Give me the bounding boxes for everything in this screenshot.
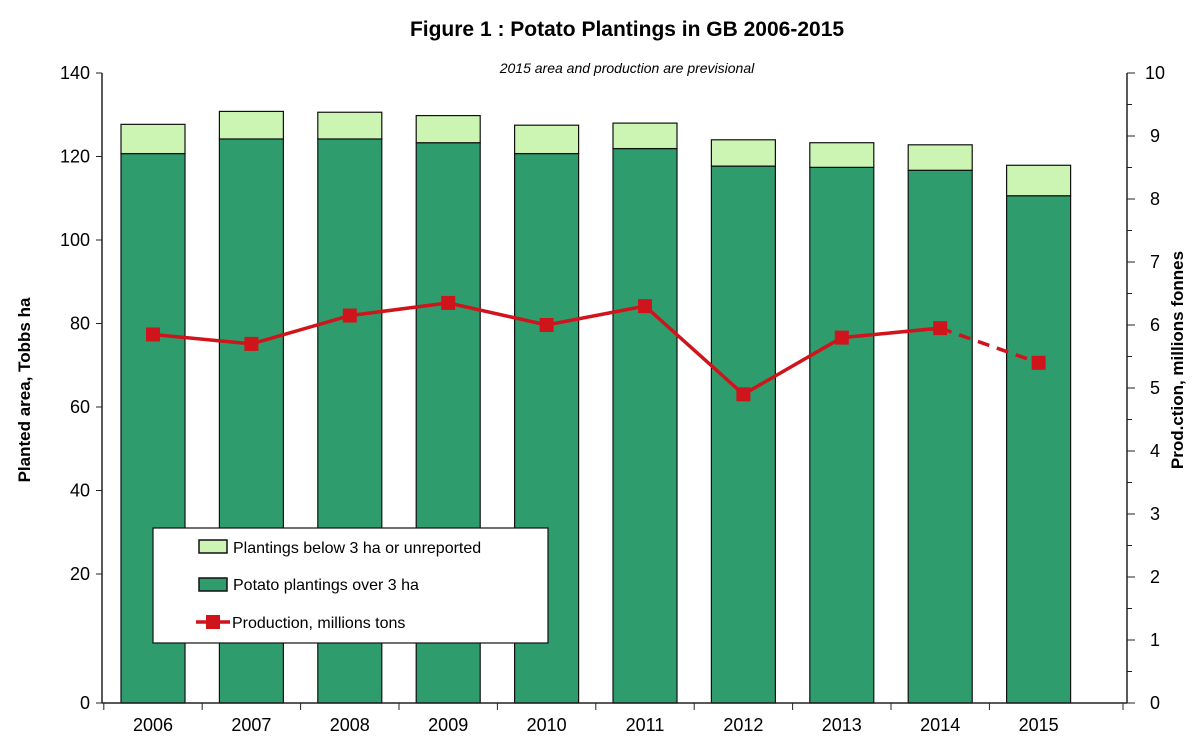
x-tick-label: 2014 <box>920 715 960 735</box>
left-tick-label: 100 <box>60 230 90 250</box>
x-tick-label: 2009 <box>428 715 468 735</box>
production-point-2013 <box>834 330 849 345</box>
chart-title: Figure 1 : Potato Plantings in GB 2006-2… <box>410 18 844 41</box>
bar-below-3ha-2015 <box>1005 164 1072 197</box>
bar-over-3ha-2011 <box>612 147 678 704</box>
left-tick-label: 20 <box>70 564 90 584</box>
production-point-2010 <box>539 318 554 332</box>
chart-subtitle: 2015 area and production are previsional <box>499 60 755 76</box>
bar-below-3ha-2006 <box>120 123 186 155</box>
bar-below-3ha-2007 <box>218 110 284 140</box>
bar-over-3ha-2014 <box>907 169 973 704</box>
legend-label: Potato plantings over 3 ha <box>233 577 419 594</box>
left-tick-label: 40 <box>70 481 90 501</box>
right-tick-label: 8 <box>1150 189 1160 209</box>
right-tick-label: 0 <box>1150 693 1160 713</box>
production-point-2011 <box>638 299 652 314</box>
bar-below-3ha-2011 <box>612 122 678 150</box>
production-point-2009 <box>441 295 456 310</box>
right-tick-label: 9 <box>1150 126 1160 146</box>
bar-over-3ha-2013 <box>809 166 875 704</box>
x-tick-label: 2012 <box>723 715 763 735</box>
left-tick-label: 0 <box>80 693 90 713</box>
x-tick-label: 2008 <box>330 715 370 735</box>
right-tick-label: 3 <box>1150 504 1160 524</box>
left-tick-label: 80 <box>70 314 90 334</box>
right-tick-label: 10 <box>1145 63 1165 83</box>
right-tick-label: 5 <box>1150 378 1160 398</box>
right-axis-title: Prod.ction, millions fonnes <box>1168 251 1187 469</box>
left-tick-label: 120 <box>60 147 90 167</box>
bar-below-3ha-2014 <box>907 144 973 171</box>
legend-swatch-below-3ha <box>198 539 228 554</box>
bar-below-3ha-2009 <box>415 114 481 144</box>
x-tick-label: 2007 <box>231 715 271 735</box>
right-tick-label: 7 <box>1150 252 1160 272</box>
left-tick-label: 140 <box>60 63 90 83</box>
legend-label: Plantings below 3 ha or unreported <box>233 540 481 557</box>
x-tick-label: 2011 <box>626 715 665 735</box>
bar-below-3ha-2013 <box>809 142 875 168</box>
production-point-2008 <box>342 308 357 323</box>
right-tick-label: 4 <box>1150 441 1160 461</box>
x-tick-label: 2013 <box>822 715 862 735</box>
production-point-2014 <box>933 321 948 336</box>
right-tick-label: 1 <box>1150 630 1160 650</box>
legend-swatch-over-3ha <box>198 577 228 592</box>
right-tick-label: 6 <box>1150 315 1160 335</box>
bar-below-3ha-2010 <box>513 124 580 155</box>
right-tick-label: 2 <box>1150 567 1160 587</box>
production-point-2012 <box>736 387 751 402</box>
bar-below-3ha-2008 <box>317 111 383 140</box>
left-axis-title: Planted area, Tobbs ha <box>15 297 34 482</box>
x-tick-label: 2006 <box>133 715 173 735</box>
x-tick-label: 2010 <box>527 715 567 735</box>
bar-below-3ha-2012 <box>710 139 777 167</box>
production-point-2006 <box>146 327 160 342</box>
production-line-provisional <box>939 326 1040 365</box>
left-tick-label: 60 <box>70 397 90 417</box>
production-point-2007 <box>244 336 259 351</box>
bar-over-3ha-2012 <box>710 165 777 704</box>
bar-over-3ha-2015 <box>1005 195 1072 704</box>
production-point-2015 <box>1031 355 1046 370</box>
legend-label: Production, millions tons <box>232 615 405 632</box>
x-tick-label: 2015 <box>1019 715 1059 735</box>
legend-swatch-production-marker <box>206 615 220 629</box>
